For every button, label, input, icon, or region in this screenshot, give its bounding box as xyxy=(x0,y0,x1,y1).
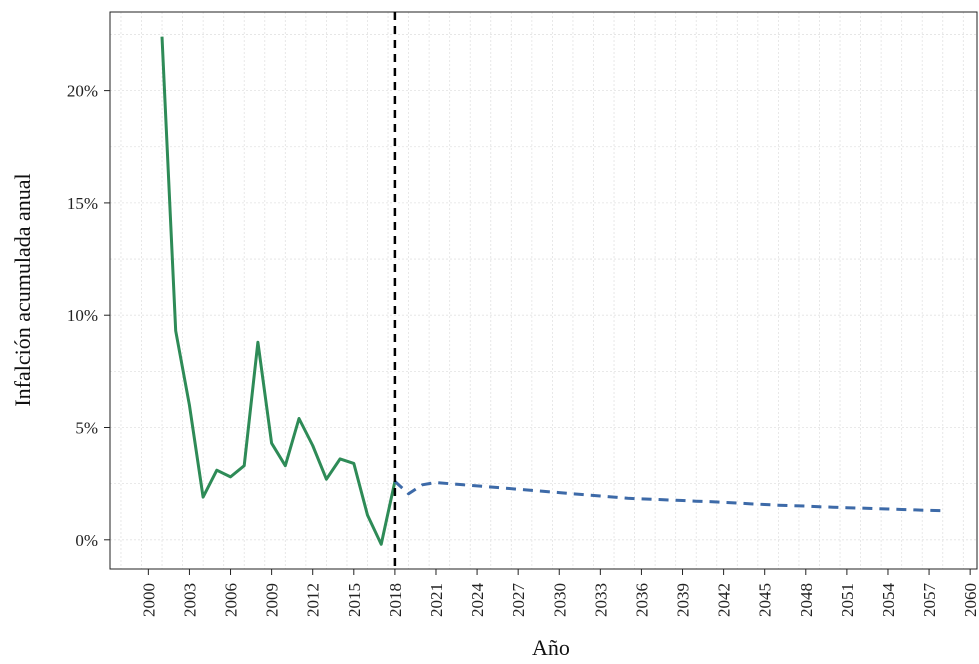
y-axis: 0% 5% 10% 15% 20% xyxy=(67,82,110,550)
x-axis-title: Año xyxy=(532,635,570,660)
x-tick-label: 2051 xyxy=(838,583,857,617)
x-tick-label: 2048 xyxy=(797,583,816,617)
y-axis-title: Infalción acumulada anual xyxy=(10,173,35,406)
x-tick-label: 2021 xyxy=(427,583,446,617)
y-tick-label: 10% xyxy=(67,306,98,325)
x-tick-label: 2015 xyxy=(345,583,364,617)
projection-series-line xyxy=(393,480,943,513)
x-tick-label: 2006 xyxy=(222,583,241,617)
x-tick-label: 2057 xyxy=(920,583,939,618)
y-tick-label: 0% xyxy=(75,531,98,550)
historical-series-line xyxy=(160,36,397,546)
y-tick-label: 15% xyxy=(67,194,98,213)
x-tick-label: 2030 xyxy=(550,583,569,617)
x-tick-label: 2012 xyxy=(304,583,323,617)
y-tick-label: 20% xyxy=(67,82,98,101)
x-tick-label: 2042 xyxy=(715,583,734,617)
plot-frame xyxy=(109,11,978,570)
y-tick-label: 5% xyxy=(75,419,98,438)
series-layer xyxy=(160,36,943,546)
x-tick-label: 2033 xyxy=(591,583,610,617)
x-tick-label: 2000 xyxy=(139,583,158,617)
x-axis: 2000 2003 2006 2009 2012 2015 2018 2021 2024 2027… xyxy=(139,569,979,617)
x-tick-label: 2039 xyxy=(674,583,693,617)
x-tick-label: 2027 xyxy=(509,583,528,618)
x-tick-label: 2036 xyxy=(632,583,651,617)
x-tick-label: 2003 xyxy=(180,583,199,617)
grid xyxy=(110,12,977,569)
x-tick-label: 2045 xyxy=(756,583,775,617)
x-tick-label: 2054 xyxy=(879,583,898,618)
x-tick-label: 2009 xyxy=(263,583,282,617)
x-tick-label: 2060 xyxy=(961,583,979,617)
x-tick-label: 2018 xyxy=(386,583,405,617)
x-tick-label: 2024 xyxy=(468,583,487,618)
